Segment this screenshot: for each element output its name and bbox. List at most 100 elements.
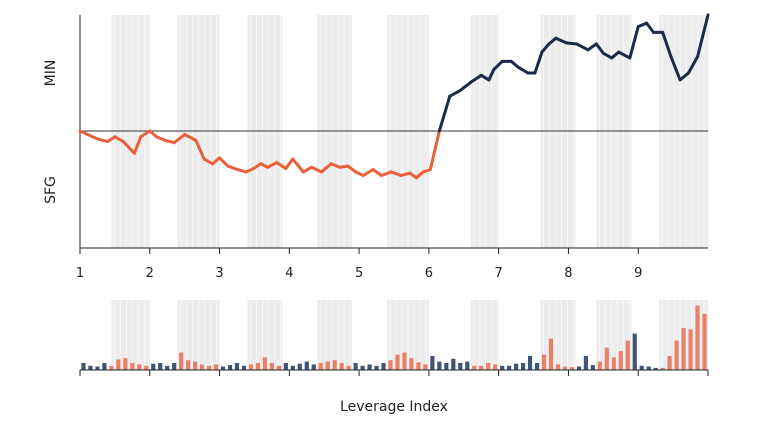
bottom-shaded-bands: [111, 300, 708, 370]
leverage-bar: [597, 361, 602, 370]
line-segment: [319, 162, 333, 174]
leverage-bar: [465, 361, 470, 370]
line-segment: [183, 133, 198, 142]
leverage-bar: [206, 365, 212, 370]
line-segment: [163, 138, 176, 145]
leverage-bar: [548, 338, 554, 370]
line-segment: [437, 94, 452, 133]
x-tick-label: 3: [215, 266, 223, 281]
leverage-bar: [444, 363, 449, 370]
line-segment: [301, 165, 314, 174]
leverage-bar: [486, 363, 491, 370]
line-segment: [121, 140, 136, 155]
win-probability-line: [78, 13, 710, 180]
leverage-bar: [409, 358, 414, 370]
leverage-bars: [81, 305, 707, 370]
line-segment: [389, 170, 403, 177]
shaded-band: [540, 300, 576, 370]
leverage-bar: [311, 364, 316, 370]
leverage-bar: [367, 364, 372, 370]
leverage-bar: [562, 366, 568, 370]
leverage-bar: [458, 363, 463, 370]
line-segment: [696, 13, 710, 59]
leverage-bar: [576, 366, 582, 370]
leverage-bar: [681, 328, 686, 370]
line-segment: [113, 135, 125, 144]
leverage-bar: [165, 365, 170, 370]
line-segment: [564, 41, 579, 46]
line-segment: [516, 65, 530, 75]
leverage-bar: [137, 364, 142, 370]
leverage-bar: [695, 305, 700, 370]
leverage-bar: [346, 365, 351, 370]
y-label-top: MIN: [43, 60, 59, 87]
line-segment: [346, 164, 358, 174]
line-segment: [379, 170, 393, 177]
bottom-x-ticks: [79, 370, 709, 376]
line-segment: [645, 21, 656, 34]
leverage-bar: [81, 363, 86, 370]
leverage-bar: [262, 357, 268, 370]
line-segment: [291, 157, 305, 174]
line-segment: [669, 55, 682, 82]
leverage-bar: [241, 365, 247, 370]
leverage-bar: [109, 365, 114, 370]
line-segment: [448, 88, 462, 98]
leverage-bar: [667, 356, 672, 370]
leverage-bar: [297, 363, 302, 370]
leverage-bar: [688, 329, 693, 370]
leverage-bar: [660, 367, 665, 370]
line-segment: [399, 171, 412, 177]
line-segment: [310, 165, 323, 174]
line-segment: [148, 129, 159, 139]
x-tick-label: 4: [285, 266, 293, 281]
leverage-bar: [395, 354, 400, 370]
leverage-bar: [130, 363, 135, 370]
leverage-bar: [590, 365, 595, 370]
leverage-bar: [123, 358, 128, 370]
leverage-bar: [144, 365, 149, 370]
leverage-bar: [186, 360, 191, 370]
line-segment: [275, 161, 288, 170]
line-segment: [428, 129, 441, 172]
leverage-bar: [318, 363, 323, 370]
leverage-bar: [479, 365, 484, 370]
leverage-bar: [193, 361, 198, 370]
x-axis-title: Leverage Index: [340, 399, 448, 415]
line-segment: [226, 164, 240, 172]
leverage-bar: [430, 356, 435, 370]
shaded-band: [317, 300, 353, 370]
x-tick-label: 5: [355, 266, 363, 281]
line-segment: [218, 156, 230, 168]
leverage-bar: [514, 363, 519, 370]
x-tick-label: 8: [564, 266, 572, 281]
leverage-bar: [527, 356, 533, 370]
line-segment: [139, 129, 152, 139]
leverage-bar: [416, 362, 421, 370]
x-tick-label: 9: [634, 266, 642, 281]
line-segment: [533, 50, 544, 75]
line-segment: [540, 42, 551, 54]
leverage-bar: [234, 363, 240, 370]
leverage-bar: [325, 361, 330, 370]
leverage-bar: [632, 333, 637, 370]
leverage-bar: [332, 360, 337, 370]
leverage-bar: [269, 363, 274, 370]
line-segment: [458, 80, 473, 92]
line-segment: [610, 50, 621, 60]
leverage-bar: [472, 365, 477, 370]
leverage-bar: [702, 314, 707, 370]
leverage-bar: [339, 363, 344, 370]
leverage-bar: [353, 363, 358, 370]
leverage-bar: [283, 363, 288, 370]
leverage-bar: [500, 365, 505, 370]
line-segment: [492, 59, 504, 72]
x-tick-label: 1: [76, 266, 84, 281]
leverage-bar: [227, 365, 233, 370]
x-tick-label: 6: [425, 266, 433, 281]
y-label-bottom: SFG: [43, 176, 59, 204]
leverage-bar: [534, 363, 540, 370]
line-segment: [617, 50, 632, 60]
line-segment: [547, 36, 558, 46]
